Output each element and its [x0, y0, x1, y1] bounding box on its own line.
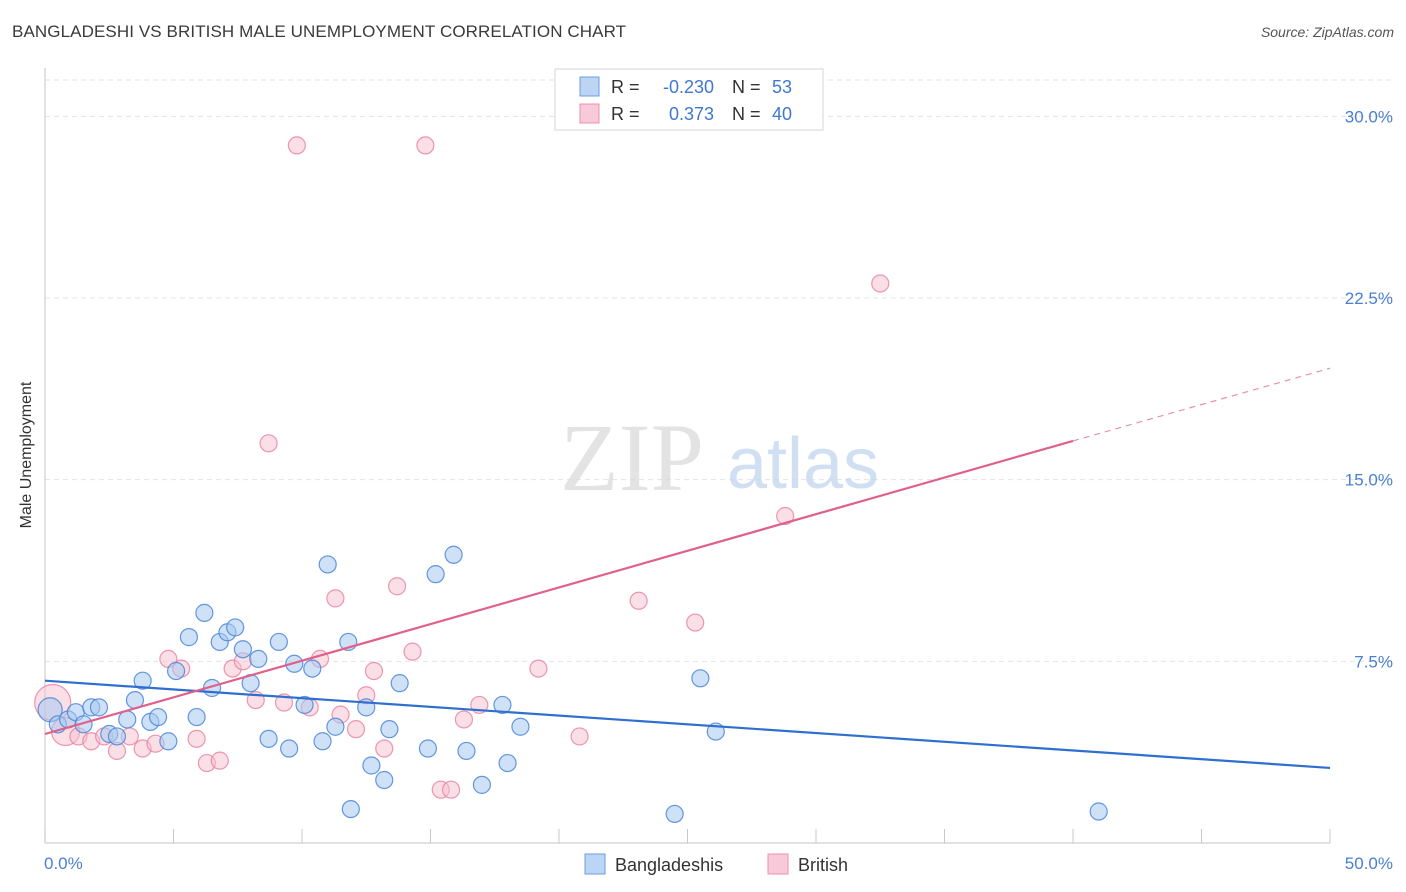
y-tick-label-0: 7.5% — [1354, 652, 1393, 671]
point-bangladeshi — [493, 695, 512, 715]
y-tick-label-3: 30.0% — [1345, 107, 1393, 126]
legend-n-label-1: N = — [732, 77, 761, 97]
point-bangladeshi — [380, 720, 399, 739]
point-bangladeshi — [362, 756, 381, 775]
point-bangladeshi — [280, 739, 299, 758]
point-bangladeshi — [318, 555, 337, 574]
point-british — [570, 727, 589, 746]
point-bangladeshi — [457, 741, 476, 761]
point-british — [375, 739, 394, 758]
point-british — [403, 642, 422, 661]
x-tick-max: 50.0% — [1345, 854, 1393, 873]
legend-r-value-2: 0.373 — [669, 104, 714, 124]
point-british — [326, 589, 345, 608]
legend-swatch-bangladeshis — [579, 76, 600, 97]
point-bangladeshi — [498, 753, 517, 773]
point-bangladeshi — [418, 739, 438, 758]
grid — [45, 79, 1393, 662]
y-tick-labels: 7.5% 15.0% 22.5% 30.0% — [1345, 107, 1393, 671]
point-bangladeshi — [179, 628, 199, 647]
point-bangladeshi — [295, 695, 314, 715]
legend-swatch-british — [579, 103, 600, 124]
trend-line-bangladeshis — [44, 679, 1331, 770]
point-bangladeshi — [107, 727, 127, 746]
point-bangladeshi — [472, 775, 491, 794]
bottom-legend-swatch-bangladeshis — [584, 853, 606, 875]
point-bangladeshi — [326, 717, 345, 736]
point-bangladeshi — [159, 732, 178, 751]
trend-line-british-extension — [1072, 367, 1331, 442]
stats-legend: R = -0.230 N = 53 R = 0.373 N = 40 — [554, 68, 824, 131]
point-bangladeshi — [313, 732, 332, 751]
legend-n-value-1: 53 — [772, 77, 792, 97]
point-bangladeshi — [249, 649, 268, 669]
source-label: Source: ZipAtlas.com — [1260, 24, 1394, 40]
point-bangladeshi — [233, 640, 252, 659]
point-bangladeshi — [426, 565, 445, 584]
point-british — [346, 720, 366, 739]
point-bangladeshi — [375, 770, 394, 790]
point-bangladeshi — [259, 729, 278, 748]
point-bangladeshi — [187, 707, 206, 727]
legend-r-label-2: R = — [611, 104, 640, 124]
point-british — [187, 729, 206, 748]
bottom-legend-swatch-british — [767, 853, 789, 875]
watermark-atlas: atlas — [727, 424, 879, 504]
point-british — [776, 506, 795, 526]
point-british — [529, 659, 548, 678]
chart-title: BANGLADESHI VS BRITISH MALE UNEMPLOYMENT… — [12, 22, 627, 41]
legend-n-label-2: N = — [732, 104, 761, 124]
series-legend: Bangladeshis British — [584, 853, 848, 875]
point-british — [416, 136, 435, 155]
point-bangladeshi — [148, 707, 168, 727]
point-bangladeshi — [118, 710, 137, 729]
x-tick-min: 0.0% — [44, 854, 83, 873]
point-bangladeshi — [390, 674, 409, 693]
point-bangladeshi — [303, 659, 322, 678]
x-tick-labels: 0.0% 50.0% — [44, 854, 1393, 873]
y-tick-label-2: 22.5% — [1345, 289, 1393, 308]
point-bangladeshi — [195, 603, 214, 622]
bangladeshi-points — [37, 545, 1108, 824]
point-bangladeshi — [691, 669, 710, 688]
point-bangladeshi — [89, 698, 109, 717]
point-bangladeshi — [133, 671, 152, 690]
point-british — [364, 661, 384, 681]
point-bangladeshi — [1089, 802, 1108, 821]
bottom-legend-label-british: British — [798, 855, 848, 875]
point-british — [287, 136, 306, 155]
point-bangladeshi — [269, 632, 288, 652]
y-tick-label-1: 15.0% — [1345, 471, 1393, 490]
point-bangladeshi — [341, 799, 360, 819]
legend-n-value-2: 40 — [772, 104, 792, 124]
legend-r-label-1: R = — [611, 77, 640, 97]
point-british — [259, 434, 278, 453]
watermark: ZIP atlas — [560, 404, 879, 511]
point-british — [454, 710, 474, 729]
bottom-legend-label-bangladeshis: Bangladeshis — [615, 855, 723, 875]
trend-lines — [44, 367, 1331, 770]
legend-r-value-1: -0.230 — [663, 77, 714, 97]
point-bangladeshi — [166, 661, 186, 681]
point-bangladeshi — [444, 545, 463, 564]
watermark-zip: ZIP — [560, 404, 704, 511]
point-british — [210, 751, 229, 770]
point-british — [629, 591, 648, 610]
point-british — [441, 780, 461, 799]
point-bangladeshi — [511, 717, 530, 736]
point-british — [686, 613, 705, 632]
point-bangladeshi — [665, 804, 684, 824]
trend-line-british — [44, 439, 1074, 736]
point-british — [871, 274, 890, 293]
point-bangladeshi — [226, 618, 245, 637]
point-british — [387, 577, 407, 596]
